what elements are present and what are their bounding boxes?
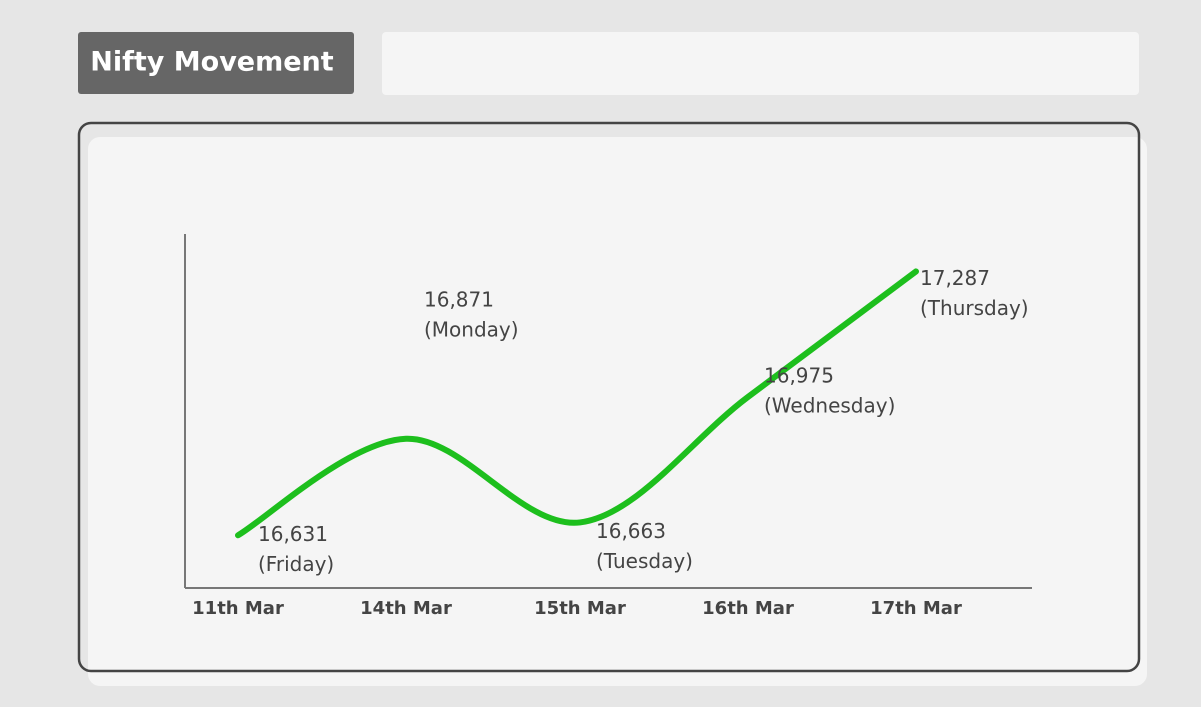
value-label: 16,663: [596, 519, 666, 543]
panel-border: [77, 121, 1141, 673]
value-label: 16,631: [258, 522, 328, 546]
day-label: (Tuesday): [596, 549, 693, 573]
line: [235, 268, 919, 539]
x-tick-label: 17th Mar: [870, 598, 962, 619]
day-label: (Thursday): [920, 296, 1029, 320]
x-tick-label: 14th Mar: [360, 598, 452, 619]
header-box: [382, 32, 1139, 95]
value-label: 17,287: [920, 266, 990, 290]
panel: [88, 137, 1147, 686]
x-tick-label: 15th Mar: [534, 598, 626, 619]
x-tick-label: 11th Mar: [192, 598, 284, 619]
chart-title: Nifty Movement: [90, 47, 334, 78]
day-label: (Friday): [258, 552, 334, 576]
day-label: (Monday): [424, 317, 519, 341]
title-box: [78, 32, 354, 94]
value-label: 16,975: [764, 363, 834, 387]
x-tick-label: 16th Mar: [702, 598, 794, 619]
day-label: (Wednesday): [764, 393, 895, 417]
value-label: 16,871: [424, 287, 494, 311]
